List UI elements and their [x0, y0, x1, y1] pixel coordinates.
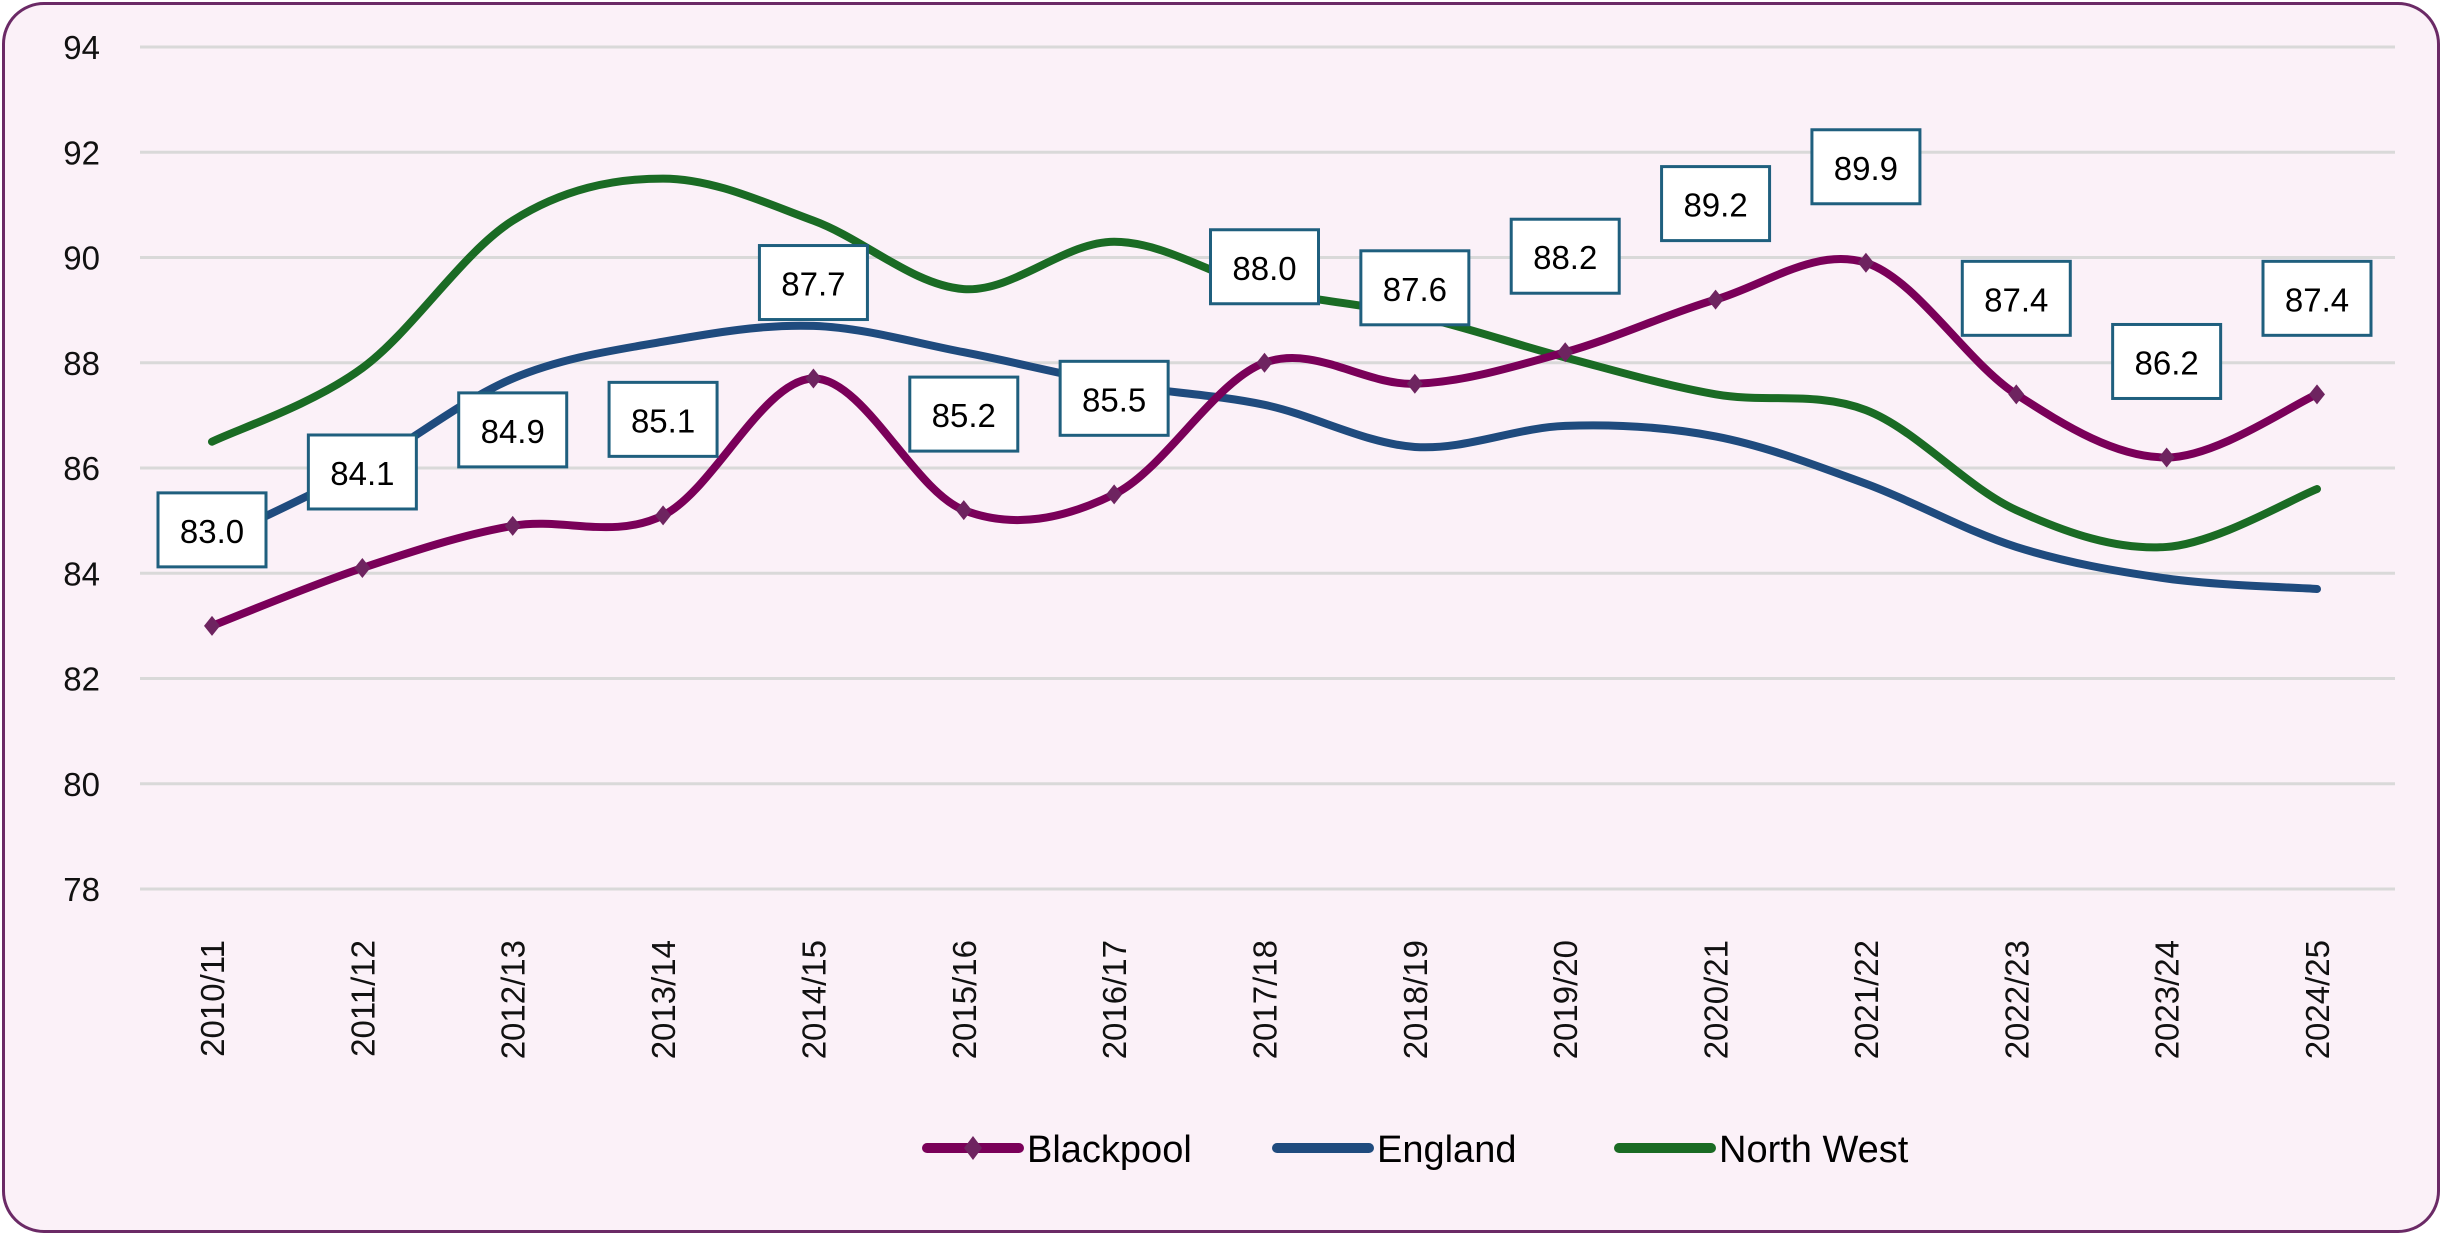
x-axis: 2010/11 2011/12 2012/13 2013/14 2014/15 2015/…	[194, 940, 2336, 1059]
data-point-marker	[655, 505, 672, 526]
x-tick-label: 2011/12	[344, 940, 381, 1057]
x-tick-label: 2024/25	[2299, 940, 2336, 1059]
x-tick-label: 2016/17	[1096, 940, 1133, 1059]
data-label-box	[1359, 249, 1471, 327]
x-tick-label: 2020/21	[1698, 940, 1735, 1059]
data-point-marker	[2309, 384, 2325, 405]
data-label-box	[2111, 322, 2223, 400]
y-tick-label: 82	[63, 661, 100, 698]
x-tick-label: 2014/15	[795, 940, 832, 1059]
data-label: 88.0	[1232, 250, 1296, 287]
legend-marker-icon	[964, 1136, 982, 1160]
data-label: 87.4	[2285, 281, 2349, 318]
x-tick-label: 2023/24	[2149, 940, 2186, 1059]
y-tick-label: 84	[63, 555, 100, 592]
series-line-england	[208, 321, 2321, 594]
data-label-box	[757, 244, 869, 322]
data-labels: 83.0 84.1 84.9 85.1 87.7 85.2 85.5 88.0 87.6 88.2…	[156, 128, 2373, 569]
y-tick-label: 88	[63, 345, 100, 382]
data-point-marker	[1406, 373, 1423, 394]
data-label: 85.5	[1082, 381, 1146, 418]
series-line-blackpool	[208, 255, 2321, 630]
x-tick-label: 2010/11	[194, 940, 231, 1057]
y-tick-label: 80	[63, 766, 100, 803]
series-lines	[204, 174, 2325, 636]
data-label-box	[1509, 217, 1621, 295]
data-label: 86.2	[2135, 344, 2199, 381]
legend: Blackpool England North West	[922, 1129, 1909, 1171]
data-label-box	[607, 380, 719, 458]
legend-label: England	[1377, 1129, 1516, 1171]
data-label: 87.6	[1383, 271, 1447, 308]
data-point-marker	[1557, 342, 1574, 363]
data-point-marker	[354, 557, 371, 578]
data-label-box	[1058, 359, 1170, 437]
data-point-marker	[2158, 447, 2175, 468]
data-label: 89.9	[1834, 150, 1898, 187]
x-tick-label: 2017/18	[1247, 940, 1284, 1059]
y-tick-label: 78	[63, 871, 100, 908]
data-label-box	[908, 375, 1020, 453]
data-label-box	[1960, 259, 2072, 337]
data-label-box	[457, 391, 569, 469]
data-point-marker	[1707, 289, 1724, 310]
data-label-box	[1209, 228, 1320, 306]
x-tick-label: 2015/16	[946, 940, 983, 1059]
data-label: 84.9	[481, 413, 545, 450]
data-label: 85.1	[631, 402, 695, 439]
data-label-box	[1810, 128, 1922, 206]
y-tick-label: 86	[63, 450, 100, 487]
data-label: 83.0	[180, 513, 244, 550]
y-axis: 78 80 82 84 86 88 90 92 94	[63, 29, 100, 908]
data-label-box	[2261, 259, 2373, 337]
data-point-marker	[504, 515, 521, 536]
data-label: 87.7	[781, 266, 845, 303]
data-point-marker	[805, 368, 822, 389]
data-point-marker	[204, 615, 220, 636]
data-label: 88.2	[1533, 239, 1597, 276]
data-point-marker	[955, 500, 972, 521]
data-point-marker	[1857, 252, 1874, 273]
x-tick-label: 2013/14	[645, 940, 682, 1059]
data-label: 89.2	[1683, 187, 1747, 224]
x-tick-label: 2021/22	[1848, 940, 1885, 1059]
x-tick-label: 2022/23	[1998, 940, 2035, 1059]
x-tick-label: 2018/19	[1397, 940, 1434, 1059]
data-label-box	[1660, 165, 1772, 243]
data-label-box	[156, 491, 268, 569]
legend-label: Blackpool	[1027, 1129, 1192, 1171]
data-label-box	[306, 433, 418, 511]
y-tick-label: 92	[63, 134, 100, 171]
y-tick-label: 90	[63, 240, 100, 277]
y-tick-label: 94	[63, 29, 100, 66]
x-tick-label: 2012/13	[495, 940, 532, 1059]
data-label: 87.4	[1984, 281, 2048, 318]
data-point-marker	[1256, 352, 1273, 373]
line-chart: 78 80 82 84 86 88 90 92 94 2010/11 2011/12 2012/13…	[63, 29, 2395, 1171]
data-point-marker	[1106, 484, 1123, 505]
data-label: 84.1	[330, 455, 394, 492]
data-label: 85.2	[932, 397, 996, 434]
legend-label: North West	[1719, 1129, 1909, 1171]
data-point-marker	[2008, 384, 2025, 405]
x-tick-label: 2019/20	[1547, 940, 1584, 1059]
